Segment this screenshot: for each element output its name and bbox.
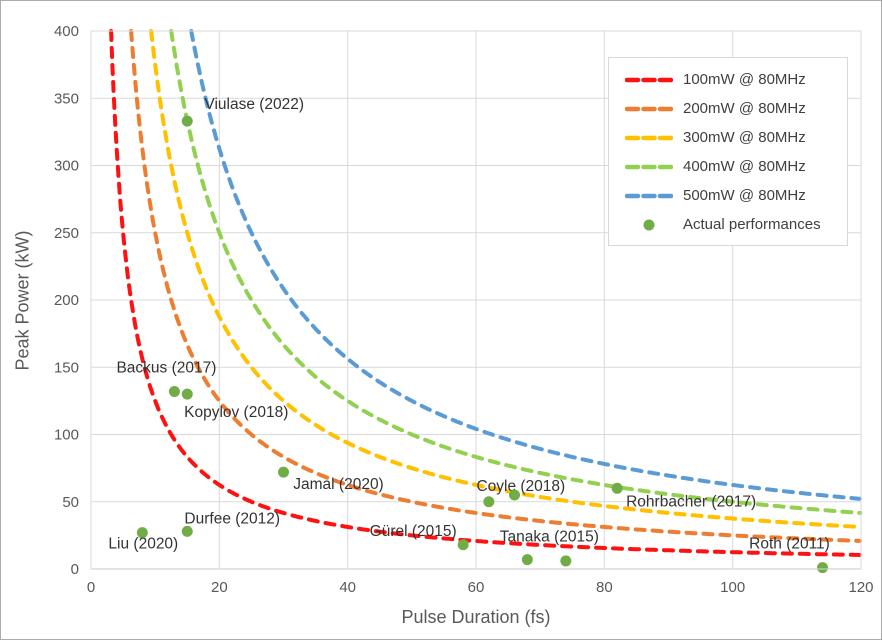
plot-border — [90, 30, 862, 570]
x-tick-label: 60 — [468, 579, 485, 596]
point-label: Kopylov (2018) — [184, 404, 288, 421]
curve-200mW — [129, 29, 862, 543]
y-tick-label: 150 — [54, 359, 79, 376]
data-point — [181, 525, 193, 537]
curve-400mW — [169, 29, 863, 515]
legend-item-label: 400mW @ 80MHz — [683, 158, 806, 175]
curve-300mW — [149, 29, 863, 529]
legend-dash-swatch — [625, 193, 673, 198]
data-point — [483, 496, 495, 508]
point-label: Viulase (2022) — [204, 96, 304, 113]
y-axis-title: Peak Power (kW) — [12, 230, 33, 371]
x-tick-label: 100 — [720, 579, 745, 596]
point-label: Tanaka (2015) — [500, 529, 599, 546]
x-tick-label: 80 — [596, 579, 613, 596]
legend: 100mW @ 80MHz 200mW @ 80MHz 300mW @ 80MHz 4… — [608, 57, 848, 246]
data-point — [181, 115, 193, 127]
y-tick-label: 50 — [62, 494, 79, 511]
y-tick-label: 400 — [54, 23, 79, 40]
point-label: Gürel (2015) — [370, 523, 457, 540]
legend-dash-swatch — [625, 106, 673, 111]
y-tick-label: 0 — [71, 561, 79, 578]
legend-item: 100mW @ 80MHz — [609, 65, 847, 94]
y-tick-label: 300 — [54, 158, 79, 175]
data-point — [136, 527, 148, 539]
data-point — [611, 482, 623, 494]
x-tick-label: 0 — [87, 579, 95, 596]
x-axis-title: Pulse Duration (fs) — [401, 607, 551, 627]
legend-dash-swatch — [625, 77, 673, 82]
data-point — [181, 388, 193, 400]
legend-item: Actual performances — [609, 210, 847, 239]
legend-item: 400mW @ 80MHz — [609, 152, 847, 181]
legend-item-label: 200mW @ 80MHz — [683, 100, 806, 117]
legend-dot-swatch — [643, 219, 655, 230]
point-label: Coyle (2018) — [476, 478, 565, 495]
point-label: Jamal (2020) — [293, 476, 383, 493]
legend-item-label: 500mW @ 80MHz — [683, 187, 806, 204]
y-tick-label: 350 — [54, 90, 79, 107]
data-point — [457, 539, 469, 551]
point-label: Liu (2020) — [108, 536, 178, 553]
x-tick-label: 40 — [339, 579, 356, 596]
curve-100mW — [109, 29, 863, 557]
point-label: Roth (2011) — [749, 536, 830, 553]
legend-dash-swatch — [625, 135, 673, 140]
point-label: Durfee (2012) — [184, 510, 280, 527]
data-point — [521, 554, 533, 566]
legend-item-label: Actual performances — [683, 216, 821, 233]
point-label: Backus (2017) — [116, 359, 216, 376]
data-point — [817, 562, 828, 574]
point-label: Rohrbacher (2017) — [626, 493, 756, 510]
data-point — [168, 385, 180, 397]
legend-item: 300mW @ 80MHz — [609, 123, 847, 152]
x-tick-label: 20 — [211, 579, 228, 596]
legend-item-label: 100mW @ 80MHz — [683, 71, 806, 88]
data-point — [560, 555, 572, 567]
y-tick-label: 100 — [54, 427, 79, 444]
x-tick-label: 120 — [848, 579, 873, 596]
y-tick-label: 250 — [54, 225, 79, 242]
legend-dash-swatch — [625, 164, 673, 169]
legend-item: 500mW @ 80MHz — [609, 181, 847, 210]
curve-500mW — [189, 29, 862, 501]
legend-item-label: 300mW @ 80MHz — [683, 129, 806, 146]
legend-item: 200mW @ 80MHz — [609, 94, 847, 123]
data-point — [509, 489, 520, 501]
y-tick-label: 200 — [54, 292, 79, 309]
data-point — [278, 466, 289, 478]
